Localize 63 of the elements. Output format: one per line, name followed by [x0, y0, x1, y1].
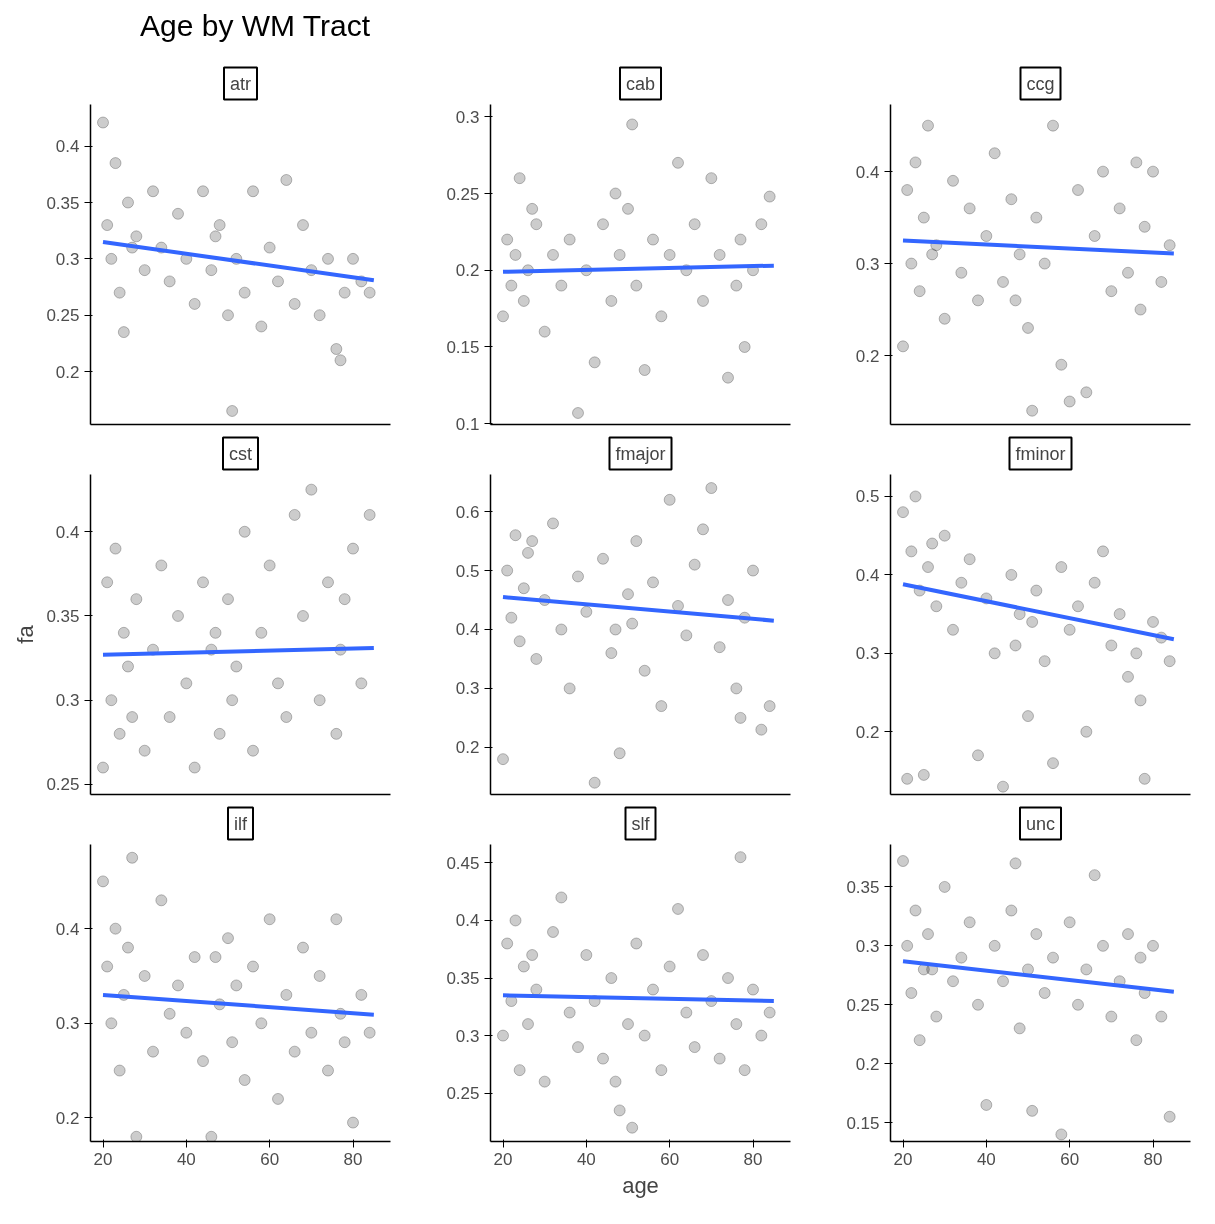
- x-tick-label: 40: [176, 1149, 196, 1169]
- y-tick-label: 0.2: [455, 738, 480, 758]
- y-tick-label: 0.45: [446, 853, 480, 873]
- y-tick-label: 0.15: [446, 337, 480, 357]
- y-tick-label: 0.3: [855, 254, 880, 274]
- chart-title: fmajor: [615, 443, 666, 464]
- x-tick-label: 80: [743, 1149, 763, 1169]
- x-tick-label: 20: [893, 1149, 913, 1169]
- chart-title: cab: [625, 73, 656, 94]
- y-tick-label: 0.4: [455, 911, 480, 931]
- y-tick-label: 0.5: [455, 561, 480, 581]
- x-tick-label: 80: [1143, 1149, 1163, 1169]
- y-tick-label: 0.3: [55, 249, 80, 269]
- x-tick-label: 20: [93, 1149, 113, 1169]
- y-tick-label: 0.5: [855, 487, 880, 507]
- y-tick-label: 0.25: [446, 1084, 480, 1104]
- y-tick-label: 0.3: [455, 107, 480, 127]
- y-tick-label: 0.35: [846, 877, 880, 897]
- y-tick-label: 0.35: [46, 193, 80, 213]
- x-tick-label: 40: [576, 1149, 596, 1169]
- y-tick-label: 0.35: [446, 969, 480, 989]
- y-tick-label: 0.4: [55, 919, 80, 939]
- y-axis-title: fa: [13, 624, 39, 644]
- chart-title: cst: [229, 443, 253, 464]
- chart-title: ilf: [234, 813, 248, 834]
- y-tick-label: 0.2: [855, 1054, 880, 1074]
- chart-title: atr: [230, 73, 252, 94]
- y-tick-label: 0.2: [455, 261, 480, 281]
- y-tick-label: 0.3: [55, 691, 80, 711]
- y-tick-label: 0.25: [446, 184, 480, 204]
- y-tick-label: 0.1: [455, 414, 480, 434]
- y-tick-label: 0.4: [55, 522, 80, 542]
- y-tick-label: 0.25: [46, 306, 80, 326]
- y-tick-label: 0.3: [55, 1014, 80, 1034]
- y-tick-label: 0.25: [846, 995, 880, 1015]
- y-tick-label: 0.4: [55, 137, 80, 157]
- y-tick-label: 0.2: [855, 722, 880, 742]
- chart-title: slf: [631, 813, 651, 834]
- x-tick-label: 60: [260, 1149, 280, 1169]
- x-tick-label: 60: [660, 1149, 680, 1169]
- chart-title: ccg: [1026, 73, 1055, 94]
- x-tick-label: 40: [976, 1149, 996, 1169]
- chart-title: unc: [1025, 813, 1056, 834]
- y-tick-label: 0.6: [455, 502, 480, 522]
- y-tick-label: 0.4: [855, 162, 880, 182]
- y-tick-label: 0.2: [55, 1108, 80, 1128]
- x-axis-title: age: [622, 1172, 659, 1198]
- x-tick-label: 80: [343, 1149, 363, 1169]
- y-tick-label: 0.25: [46, 775, 80, 795]
- x-tick-label: 20: [493, 1149, 513, 1169]
- y-tick-label: 0.3: [855, 644, 880, 664]
- text: Age by WM Tract: [140, 8, 371, 44]
- y-tick-label: 0.3: [855, 936, 880, 956]
- y-tick-label: 0.2: [855, 346, 880, 366]
- y-tick-label: 0.4: [855, 565, 880, 585]
- y-tick-label: 0.3: [455, 679, 480, 699]
- y-tick-label: 0.15: [846, 1113, 880, 1133]
- y-tick-label: 0.3: [455, 1026, 480, 1046]
- y-tick-label: 0.35: [46, 606, 80, 626]
- x-tick-label: 60: [1060, 1149, 1080, 1169]
- y-tick-label: 0.4: [455, 620, 480, 640]
- y-tick-label: 0.2: [55, 362, 80, 382]
- chart-title: fminor: [1015, 443, 1066, 464]
